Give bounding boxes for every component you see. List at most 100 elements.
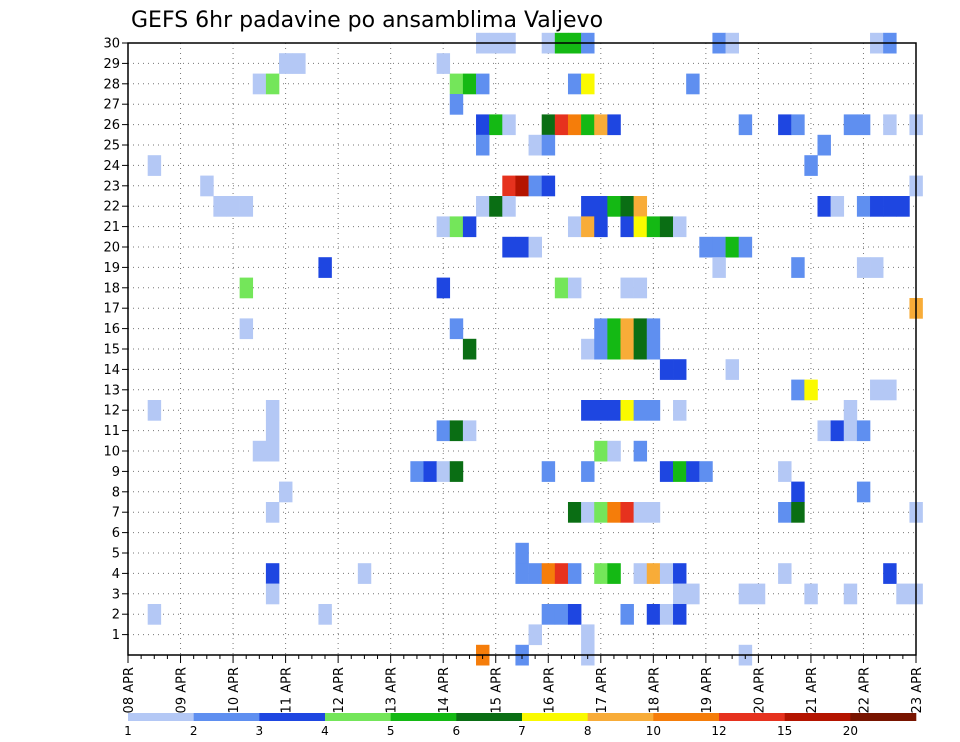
x-axis: 08 APR 09 APR 10 APR 11 APR 12 APR 13 APR 14 A…: [122, 655, 925, 713]
heat-cell: [791, 114, 805, 136]
heat-cell: [856, 420, 871, 442]
heat-cell: [581, 461, 595, 482]
heat-cell: [791, 502, 805, 523]
heat-cell: [633, 502, 648, 523]
heat-cell: [567, 216, 582, 238]
y-tick-label: 25: [103, 139, 120, 154]
heat-cell: [581, 338, 595, 360]
x-tick-label: 21 APR: [805, 667, 820, 713]
heat-cell: [620, 604, 634, 625]
heat-cell: [449, 94, 464, 115]
heat-cell: [804, 155, 818, 176]
y-tick-label: 16: [103, 322, 120, 337]
heat-cell: [778, 461, 792, 482]
heat-cell: [147, 155, 162, 176]
heat-cell: [856, 481, 871, 503]
y-tick-label: 11: [103, 424, 120, 439]
heat-cell: [541, 461, 556, 482]
heat-cell: [502, 196, 516, 217]
heat-cell: [843, 400, 858, 421]
y-tick-label: 3: [112, 587, 120, 602]
x-tick-label: 11 APR: [280, 667, 295, 713]
x-tick-label: 13 APR: [385, 667, 400, 713]
heat-cell: [883, 114, 897, 136]
heat-cell: [515, 175, 529, 197]
heat-cell: [528, 624, 542, 646]
heat-cell: [476, 114, 490, 136]
heat-cell: [423, 461, 437, 482]
heat-cell: [436, 53, 451, 74]
y-tick-label: 5: [112, 547, 120, 562]
heat-cell: [147, 604, 162, 625]
colorbar-label: 3: [256, 724, 264, 738]
heat-cell: [817, 420, 831, 442]
y-tick-label: 26: [103, 118, 120, 133]
heat-cell: [843, 420, 858, 442]
y-tick-label: 12: [103, 404, 120, 419]
y-tick-label: 8: [112, 485, 120, 500]
heat-cell: [646, 604, 661, 625]
heat-cell: [594, 114, 608, 136]
heat-cell: [607, 502, 621, 523]
heat-cell: [620, 216, 634, 238]
heat-cell: [738, 583, 753, 605]
x-tick-label: 23 APR: [910, 667, 925, 713]
heat-cell: [541, 114, 556, 136]
colorbar-label: 6: [453, 724, 461, 738]
heat-cell: [725, 359, 739, 380]
heat-cell: [541, 563, 556, 584]
y-tick-label: 23: [103, 179, 120, 194]
heat-cell: [856, 196, 871, 217]
y-tick-label: 2: [112, 608, 120, 623]
heat-cell: [239, 318, 254, 340]
heat-cell: [318, 257, 332, 278]
heat-cell: [751, 583, 766, 605]
colorbar-label: 7: [518, 724, 526, 738]
heat-cell: [646, 502, 661, 523]
heat-cell: [791, 257, 805, 278]
heat-cell: [436, 420, 451, 442]
heat-cell: [265, 400, 280, 421]
heat-cell: [870, 379, 884, 401]
colorbar-swatch: [719, 713, 785, 721]
colorbar-swatch: [259, 713, 326, 721]
heat-cell: [541, 604, 556, 625]
heat-cell: [581, 73, 595, 95]
y-tick-label: 14: [103, 363, 120, 378]
colorbar-swatch: [128, 713, 194, 721]
x-tick-label: 08 APR: [122, 667, 137, 713]
heat-cell: [239, 277, 254, 299]
heat-cell: [554, 563, 569, 584]
y-tick-label: 6: [112, 526, 120, 541]
x-tick-label: 20 APR: [752, 667, 767, 713]
heat-cell: [462, 216, 477, 238]
heat-cell: [502, 114, 516, 136]
heat-cell: [856, 114, 871, 136]
heat-cell: [200, 175, 214, 197]
heat-cell: [646, 216, 661, 238]
heat-cell: [607, 318, 621, 340]
heat-cell: [699, 236, 713, 258]
heat-cell: [659, 461, 674, 482]
heat-cell: [554, 277, 569, 299]
y-tick-label: 1: [112, 628, 120, 643]
heat-cell: [830, 196, 845, 217]
heat-cell: [226, 196, 240, 217]
y-axis: 1234567891011121314151617181920212223242…: [103, 37, 128, 643]
heat-cell: [489, 114, 503, 136]
heat-cell: [541, 134, 556, 156]
heat-cell: [239, 196, 254, 217]
heat-cell: [265, 583, 280, 605]
heat-cell: [462, 338, 477, 360]
heat-cell: [659, 216, 674, 238]
heat-cell: [607, 440, 621, 462]
heat-cell: [581, 114, 595, 136]
y-tick-label: 7: [112, 506, 120, 521]
heat-cell: [620, 196, 634, 217]
heat-cell: [607, 338, 621, 360]
heat-cell: [659, 604, 674, 625]
heat-cell: [620, 318, 634, 340]
heat-cell: [594, 216, 608, 238]
heat-cell: [265, 563, 280, 584]
heat-cell: [633, 563, 648, 584]
